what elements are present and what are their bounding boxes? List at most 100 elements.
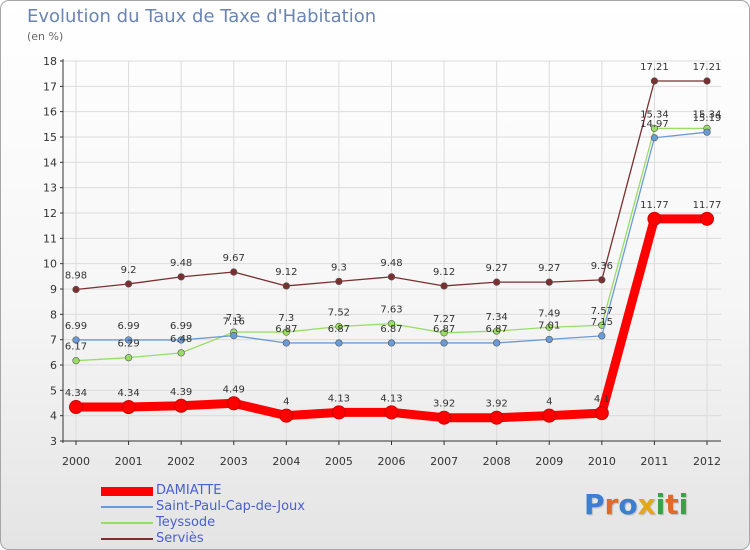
legend-item: Saint-Paul-Cap-de-Joux [101, 499, 361, 515]
data-point [650, 77, 659, 85]
data-point [650, 124, 659, 132]
y-tick-label: 4 [50, 410, 57, 423]
y-tick-label: 13 [43, 182, 57, 195]
data-point [493, 327, 501, 335]
data-label: 9.36 [591, 261, 613, 272]
data-point [177, 336, 185, 344]
legend-swatch [101, 515, 153, 531]
x-tick-label: 2008 [483, 455, 511, 468]
logo-letter: i [655, 488, 666, 521]
data-point [72, 357, 80, 365]
x-tick-label: 2001 [115, 455, 143, 468]
data-point [493, 278, 501, 286]
data-label: 9.12 [433, 267, 455, 278]
logo-letter: P [584, 488, 605, 521]
y-tick-label: 3 [50, 435, 57, 448]
x-tick-label: 2009 [535, 455, 563, 468]
chart-legend: DAMIATTE Saint-Paul-Cap-de-Joux Teyssode Se… [101, 483, 361, 547]
data-point [174, 398, 189, 413]
data-label: 9.48 [170, 258, 192, 269]
data-label: 9.2 [121, 265, 137, 276]
legend-label: Saint-Paul-Cap-de-Joux [156, 499, 305, 514]
legend-item: Serviès [101, 531, 361, 547]
logo-letter: r [604, 488, 619, 521]
legend-label: DAMIATTE [156, 483, 222, 498]
data-label: 4.34 [117, 388, 139, 399]
data-point [700, 211, 714, 226]
logo-letter: o [618, 488, 638, 521]
data-point [335, 277, 343, 286]
data-label: 4 [546, 397, 552, 408]
data-label: 3.92 [433, 399, 455, 410]
x-tick-label: 2002 [167, 455, 195, 468]
data-point [493, 339, 501, 347]
data-label: 6.87 [380, 324, 402, 335]
x-tick-label: 2012 [693, 455, 721, 468]
data-label: 9.67 [223, 253, 245, 264]
data-point [230, 332, 238, 340]
data-point [647, 211, 662, 226]
y-tick-label: 10 [43, 258, 57, 271]
x-tick-label: 2006 [378, 455, 406, 468]
data-point [440, 282, 448, 290]
data-point [437, 410, 452, 425]
data-label: 4.1 [594, 394, 610, 405]
data-label: 11.77 [693, 200, 722, 211]
data-label: 3.92 [486, 399, 508, 410]
data-label: 7.34 [486, 312, 508, 323]
logo-letter: t [665, 488, 679, 521]
legend-swatch [101, 531, 153, 547]
proxiti-logo: Proxiti [584, 488, 688, 521]
data-label: 7.3 [278, 313, 294, 324]
data-label: 6.99 [170, 321, 192, 332]
y-tick-label: 5 [50, 384, 57, 397]
data-point [545, 335, 553, 344]
data-point [545, 323, 553, 331]
data-point [282, 282, 290, 290]
data-point [598, 276, 606, 284]
y-tick-label: 18 [43, 55, 57, 68]
data-point [177, 349, 185, 357]
legend-label: Teyssode [156, 515, 216, 530]
data-point [72, 285, 80, 294]
y-tick-label: 9 [50, 283, 57, 296]
data-point [703, 128, 711, 136]
data-label: 6.17 [65, 342, 87, 353]
legend-swatch [101, 483, 153, 499]
data-label: 15.34 [693, 109, 722, 120]
data-label: 4.13 [328, 393, 350, 404]
data-point [230, 268, 238, 276]
data-point [384, 405, 399, 420]
y-tick-label: 16 [43, 106, 57, 119]
data-point [440, 329, 448, 337]
logo-letter: x [637, 488, 656, 521]
data-point [282, 339, 290, 347]
x-tick-label: 2005 [325, 455, 353, 468]
data-label: 4.34 [65, 388, 87, 399]
data-point [440, 339, 448, 347]
y-tick-label: 6 [50, 359, 57, 372]
data-label: 4.13 [380, 393, 402, 404]
data-label: 7.63 [380, 305, 402, 316]
data-point [387, 320, 396, 328]
data-point [121, 400, 136, 415]
data-point [594, 406, 609, 421]
y-tick-label: 12 [43, 207, 57, 220]
data-label: 7.15 [591, 317, 613, 328]
data-point [69, 400, 83, 415]
legend-item: DAMIATTE [101, 483, 361, 499]
data-point [703, 77, 711, 85]
data-point [124, 354, 133, 362]
y-tick-label: 7 [50, 334, 57, 347]
y-tick-label: 15 [43, 131, 57, 144]
data-label: 7.16 [223, 317, 245, 328]
data-point [387, 339, 396, 347]
data-label: 6.87 [275, 324, 297, 335]
data-point [542, 408, 557, 423]
data-label: 6.99 [65, 321, 87, 332]
legend-item: Teyssode [101, 515, 361, 531]
data-label: 7.49 [538, 308, 560, 319]
data-label: 7.27 [433, 314, 455, 325]
y-tick-label: 11 [43, 232, 57, 245]
